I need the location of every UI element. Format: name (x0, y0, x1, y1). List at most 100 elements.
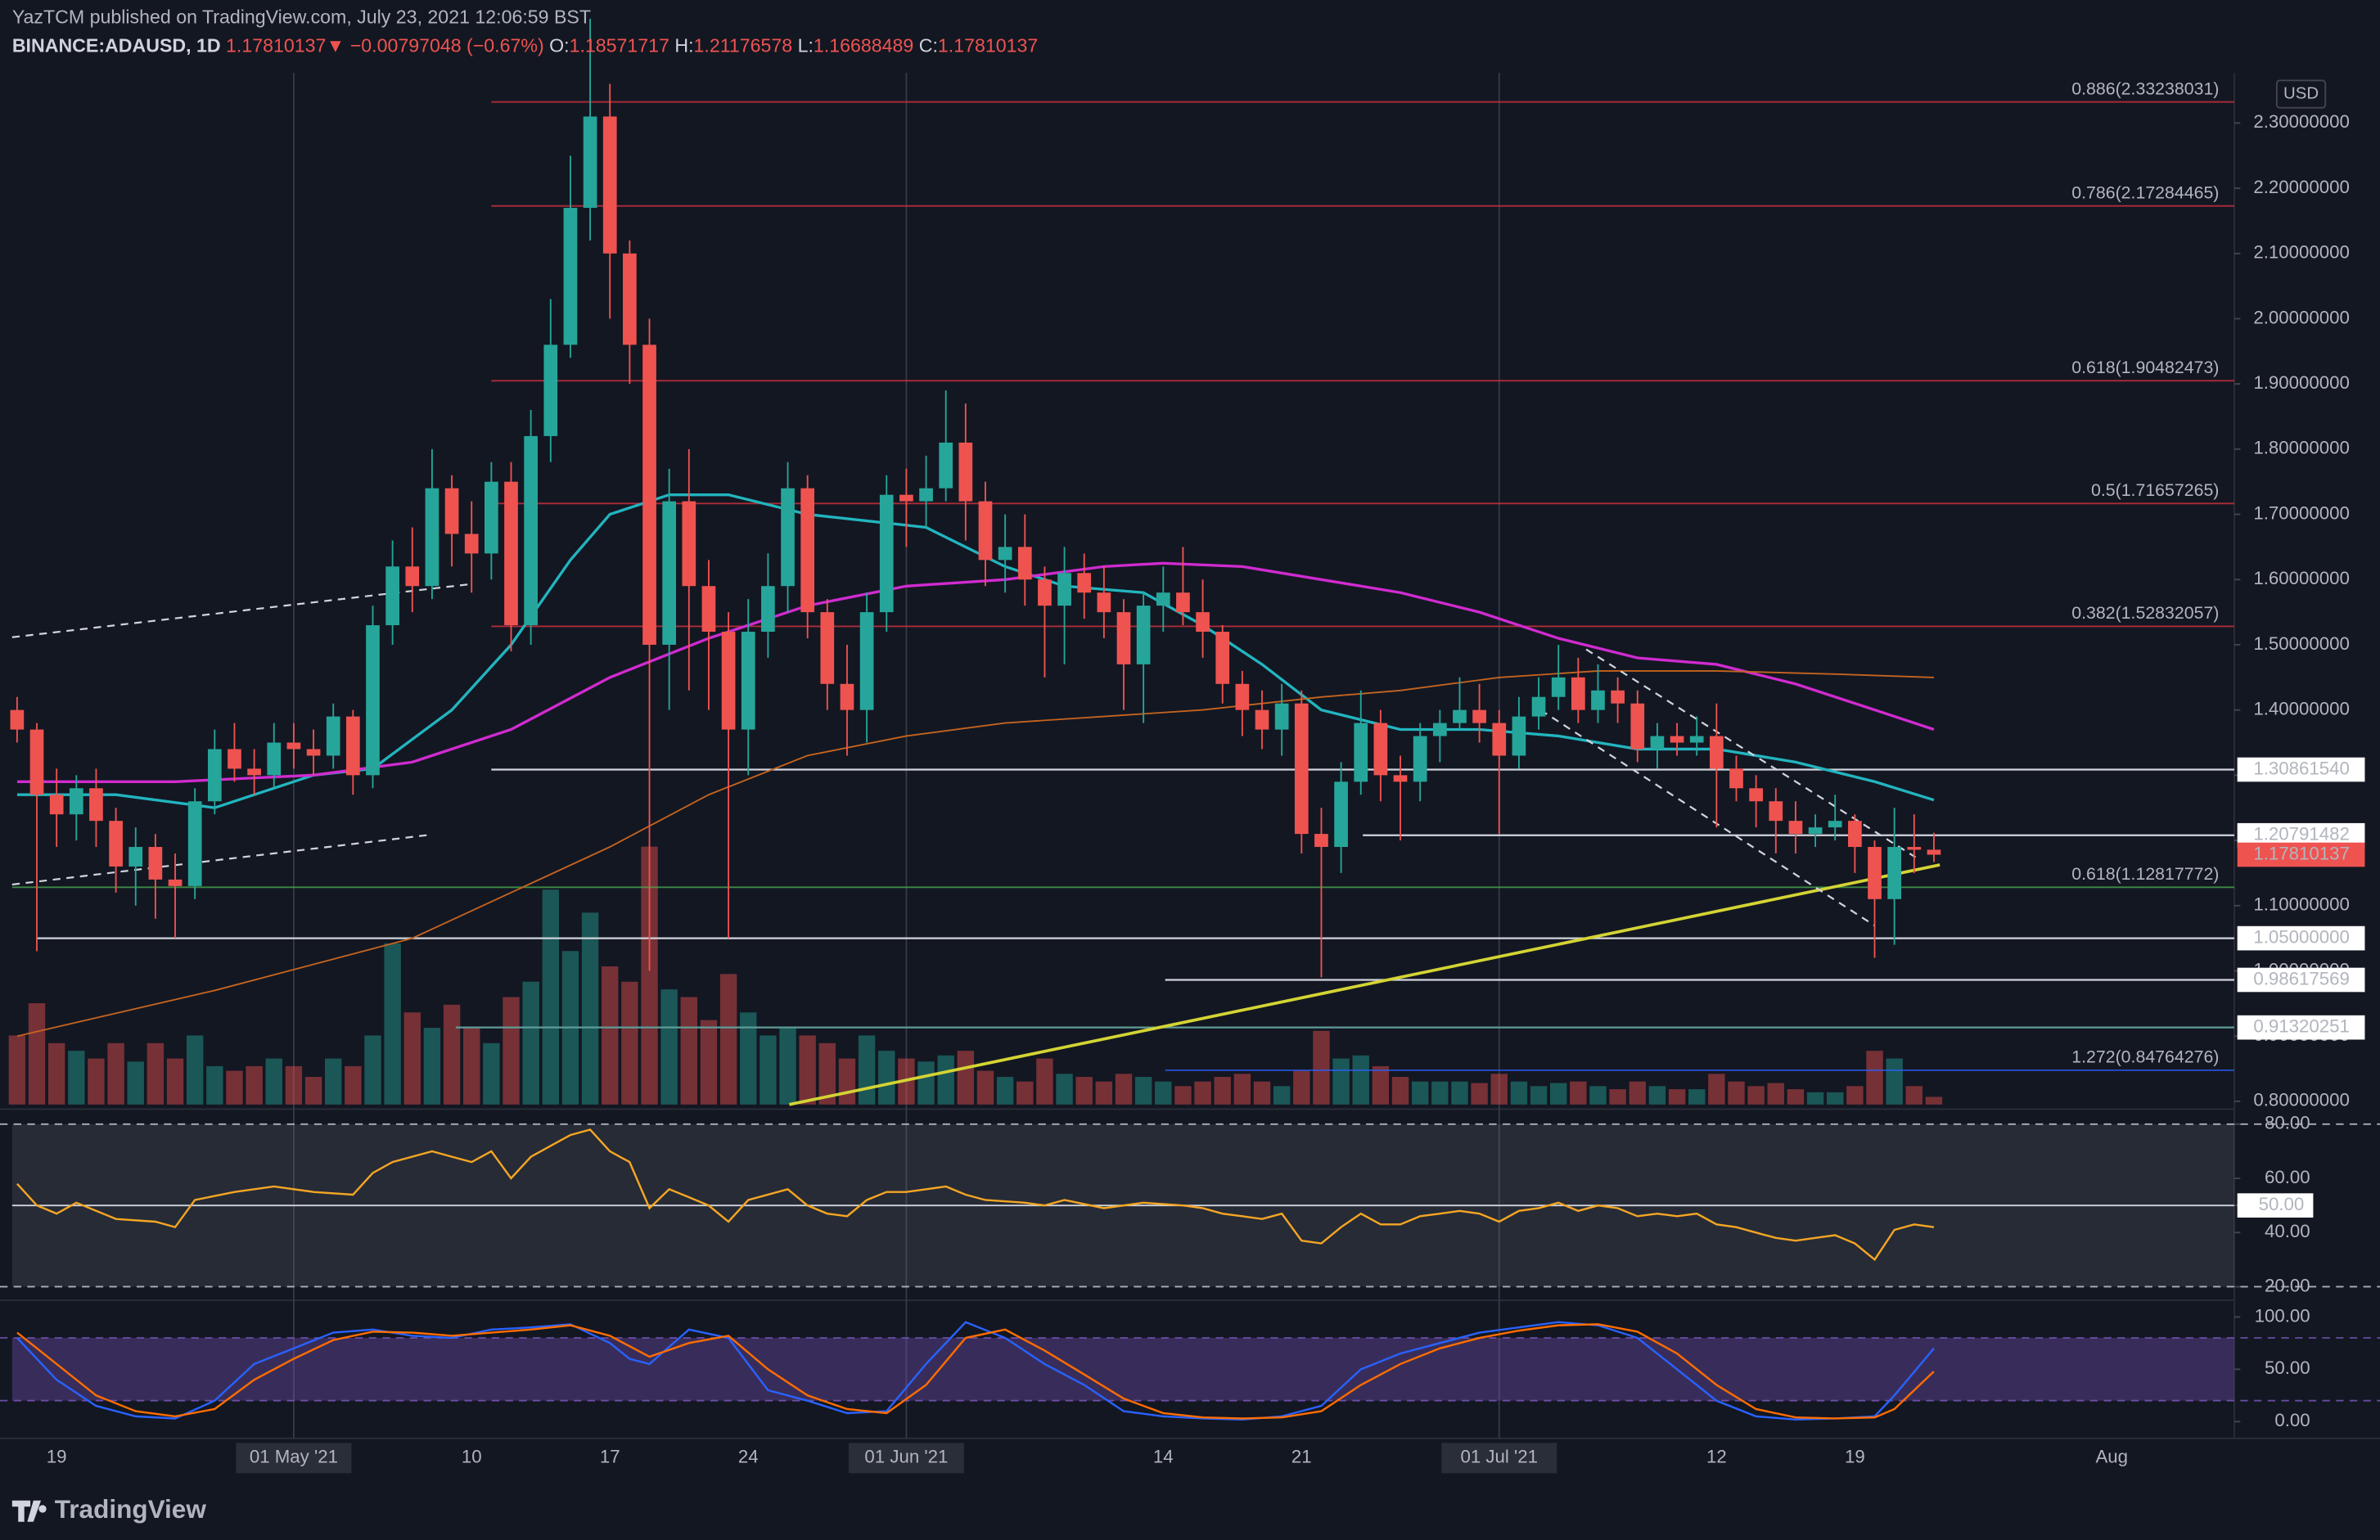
candle-body (1334, 781, 1348, 848)
volume-bar (660, 989, 678, 1105)
y-tick-label: 1.90000000 (2253, 372, 2350, 393)
candle-body (583, 116, 597, 208)
currency-box (2275, 79, 2327, 109)
indicators (0, 1123, 2380, 1421)
volume-bar (1629, 1081, 1646, 1105)
volume-bar (799, 1035, 816, 1105)
volume-bar (285, 1065, 303, 1105)
volume-bar (1648, 1086, 1666, 1105)
candle-body (1868, 847, 1882, 899)
volume-bar (265, 1058, 282, 1105)
volume-bar (581, 912, 599, 1105)
candle-body (1057, 573, 1071, 606)
candle-body (1512, 716, 1526, 756)
candle-body (602, 116, 617, 254)
volume-bar (976, 1070, 994, 1105)
ohlc-value: 1.17810137 (938, 35, 1038, 56)
price-level-label: 0.91320251 (2253, 1016, 2350, 1037)
fib-label: 0.618(1.90482473) (2071, 358, 2219, 377)
candle-body (1769, 801, 1783, 822)
candle-body (1314, 834, 1328, 848)
y-tick-label: 0.80000000 (2253, 1090, 2350, 1110)
volume-bar (384, 943, 401, 1105)
candle-body (10, 709, 25, 730)
y-tick-label: 2.20000000 (2253, 177, 2350, 197)
volume-bar (1115, 1074, 1133, 1105)
candle-body (1116, 612, 1131, 664)
candle-body (1492, 723, 1507, 756)
moving-average (16, 493, 1935, 809)
y-tick-label: 1.40000000 (2253, 699, 2350, 719)
volume-bar (838, 1058, 856, 1105)
volume-bar (1787, 1089, 1805, 1105)
candle-body (800, 488, 815, 613)
volume-bar (917, 1061, 935, 1105)
volume-bar (206, 1065, 223, 1105)
candle-body (1274, 703, 1289, 730)
candle-body (1255, 709, 1269, 730)
last-price: 1.17810137 (226, 35, 326, 56)
x-tick-box (848, 1443, 964, 1474)
candle-body (1453, 709, 1467, 723)
volume-bar (324, 1058, 342, 1105)
price-level-box (2237, 967, 2365, 993)
volume-bar (1411, 1081, 1429, 1105)
volume-bar (602, 966, 619, 1105)
candle-body (998, 547, 1012, 561)
candle-body (1828, 821, 1842, 828)
candle-body (1749, 788, 1763, 802)
candle-body (840, 683, 854, 710)
volume-bar (1214, 1077, 1231, 1105)
candle-body (978, 501, 993, 561)
volume-bar (542, 889, 559, 1105)
candle-body (366, 625, 380, 776)
volume-bar (1728, 1081, 1745, 1105)
candle-body (504, 481, 518, 626)
candle-body (1630, 703, 1645, 750)
volume-bar (1372, 1065, 1390, 1105)
volume-bar (127, 1061, 144, 1105)
volume-bar (1134, 1077, 1152, 1105)
fib-label: 0.5(1.71657265) (2091, 480, 2219, 500)
candle-body (899, 494, 913, 502)
price-level-label: 1.20791482 (2253, 824, 2350, 844)
ohlc-value: 1.21176578 (694, 35, 793, 56)
y-tick-label: 20.00 (2265, 1275, 2310, 1295)
x-tick-box (236, 1443, 352, 1474)
indicator-line (16, 1128, 1935, 1262)
y-tick-label: 40.00 (2265, 1221, 2310, 1241)
volume-bar (1253, 1081, 1271, 1105)
volume-bar (1688, 1089, 1706, 1105)
candle-body (1176, 592, 1190, 613)
fib-label: 1.272(0.84764276) (2071, 1047, 2219, 1067)
volume-bar (1095, 1081, 1113, 1105)
brand: TradingView (55, 1494, 207, 1524)
volume-bar (1747, 1086, 1765, 1105)
volume-bar (1806, 1092, 1824, 1105)
volume-bar (700, 1020, 718, 1105)
volume-bar (463, 1028, 480, 1105)
candle-body (1472, 709, 1486, 723)
x-tick-label: 17 (600, 1447, 620, 1467)
candle-body (781, 488, 795, 587)
candle-body (1670, 736, 1684, 743)
candle-body (109, 821, 123, 867)
candle-body (1373, 723, 1388, 776)
volume-bar (1352, 1055, 1369, 1105)
candle-body (563, 207, 578, 345)
candle-body (187, 801, 202, 886)
volume-bar (166, 1058, 184, 1105)
volume-bar (719, 974, 737, 1105)
last-price-box (2237, 842, 2365, 867)
candle-body (1294, 703, 1309, 835)
price-level-box (2237, 1015, 2365, 1040)
fib-label: 0.886(2.33238031) (2071, 79, 2219, 98)
volume-bar (1313, 1030, 1330, 1105)
candle-body (148, 847, 163, 880)
candle-body (1215, 632, 1230, 684)
y-tick-label: 60.00 (2265, 1167, 2310, 1187)
candle-body (228, 749, 241, 769)
volume-bar (680, 997, 698, 1105)
volume-bar (1036, 1058, 1053, 1105)
